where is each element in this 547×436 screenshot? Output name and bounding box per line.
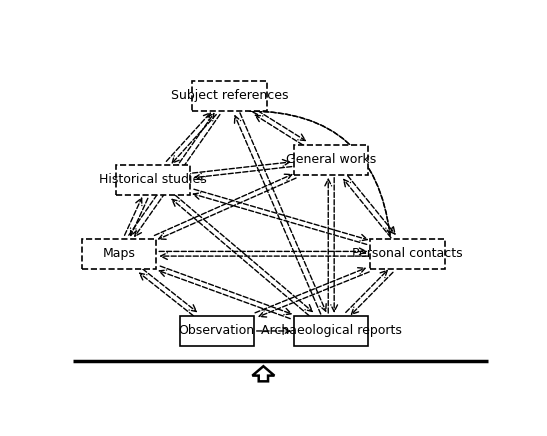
FancyBboxPatch shape: [193, 81, 266, 111]
FancyBboxPatch shape: [370, 238, 445, 269]
FancyArrow shape: [252, 366, 275, 382]
Text: Archaeological reports: Archaeological reports: [261, 324, 401, 337]
Text: Subject references: Subject references: [171, 89, 288, 102]
Text: General works: General works: [286, 153, 376, 166]
FancyBboxPatch shape: [179, 316, 254, 346]
Text: Maps: Maps: [103, 247, 136, 260]
FancyBboxPatch shape: [116, 165, 190, 195]
FancyBboxPatch shape: [82, 238, 156, 269]
Text: Observation: Observation: [179, 324, 255, 337]
Text: Personal contacts: Personal contacts: [352, 247, 463, 260]
Text: Historical studies: Historical studies: [100, 174, 207, 187]
FancyBboxPatch shape: [294, 316, 368, 346]
FancyBboxPatch shape: [294, 145, 368, 175]
